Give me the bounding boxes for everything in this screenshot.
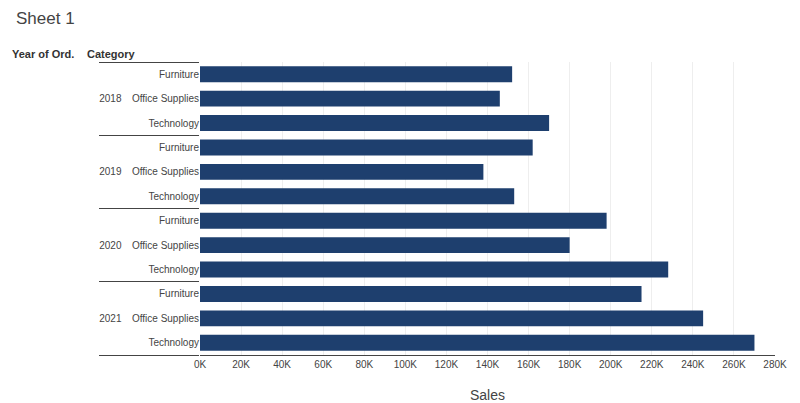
svg-text:240K: 240K — [681, 359, 705, 370]
svg-text:60K: 60K — [314, 359, 332, 370]
svg-text:Office Supplies: Office Supplies — [132, 166, 199, 177]
svg-text:2021: 2021 — [99, 313, 122, 324]
svg-text:Office Supplies: Office Supplies — [132, 93, 199, 104]
svg-text:Office Supplies: Office Supplies — [132, 313, 199, 324]
svg-text:Furniture: Furniture — [159, 69, 199, 80]
svg-text:Furniture: Furniture — [159, 288, 199, 299]
svg-text:220K: 220K — [640, 359, 664, 370]
svg-text:Sheet 1: Sheet 1 — [16, 9, 75, 28]
svg-text:Office Supplies: Office Supplies — [132, 240, 199, 251]
svg-text:Sales: Sales — [470, 387, 505, 403]
svg-text:80K: 80K — [355, 359, 373, 370]
svg-text:0K: 0K — [194, 359, 207, 370]
svg-text:2018: 2018 — [99, 93, 122, 104]
svg-text:20K: 20K — [232, 359, 250, 370]
svg-text:Technology: Technology — [148, 337, 199, 348]
svg-text:160K: 160K — [517, 359, 541, 370]
svg-text:140K: 140K — [476, 359, 500, 370]
svg-text:180K: 180K — [558, 359, 582, 370]
svg-text:Furniture: Furniture — [159, 215, 199, 226]
svg-text:Technology: Technology — [148, 191, 199, 202]
svg-text:2020: 2020 — [99, 240, 122, 251]
svg-text:200K: 200K — [599, 359, 623, 370]
svg-text:40K: 40K — [273, 359, 291, 370]
svg-text:Technology: Technology — [148, 264, 199, 275]
svg-text:Furniture: Furniture — [159, 142, 199, 153]
svg-text:Technology: Technology — [148, 118, 199, 129]
svg-text:2019: 2019 — [99, 166, 122, 177]
svg-text:100K: 100K — [394, 359, 418, 370]
svg-text:260K: 260K — [722, 359, 746, 370]
svg-text:Category: Category — [87, 48, 136, 60]
svg-text:Year of Ord.: Year of Ord. — [12, 48, 74, 60]
svg-text:280K: 280K — [763, 359, 787, 370]
svg-text:120K: 120K — [435, 359, 459, 370]
